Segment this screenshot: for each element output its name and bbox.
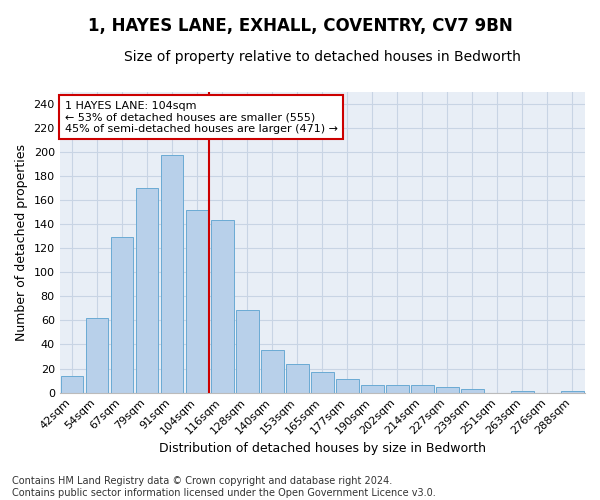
Bar	[161, 156, 184, 392]
Bar	[286, 364, 308, 392]
Bar	[186, 210, 209, 392]
Bar	[436, 386, 458, 392]
Bar	[386, 386, 409, 392]
Bar	[411, 386, 434, 392]
Bar	[211, 220, 233, 392]
Bar	[311, 372, 334, 392]
X-axis label: Distribution of detached houses by size in Bedworth: Distribution of detached houses by size …	[159, 442, 486, 455]
Bar	[461, 389, 484, 392]
Bar	[136, 188, 158, 392]
Text: Contains HM Land Registry data © Crown copyright and database right 2024.
Contai: Contains HM Land Registry data © Crown c…	[12, 476, 436, 498]
Bar	[111, 238, 133, 392]
Bar	[336, 380, 359, 392]
Title: Size of property relative to detached houses in Bedworth: Size of property relative to detached ho…	[124, 50, 521, 64]
Bar	[261, 350, 284, 393]
Y-axis label: Number of detached properties: Number of detached properties	[15, 144, 28, 340]
Bar	[86, 318, 109, 392]
Bar	[61, 376, 83, 392]
Bar	[361, 386, 383, 392]
Bar	[236, 310, 259, 392]
Text: 1 HAYES LANE: 104sqm
← 53% of detached houses are smaller (555)
45% of semi-deta: 1 HAYES LANE: 104sqm ← 53% of detached h…	[65, 100, 338, 134]
Text: 1, HAYES LANE, EXHALL, COVENTRY, CV7 9BN: 1, HAYES LANE, EXHALL, COVENTRY, CV7 9BN	[88, 18, 512, 36]
